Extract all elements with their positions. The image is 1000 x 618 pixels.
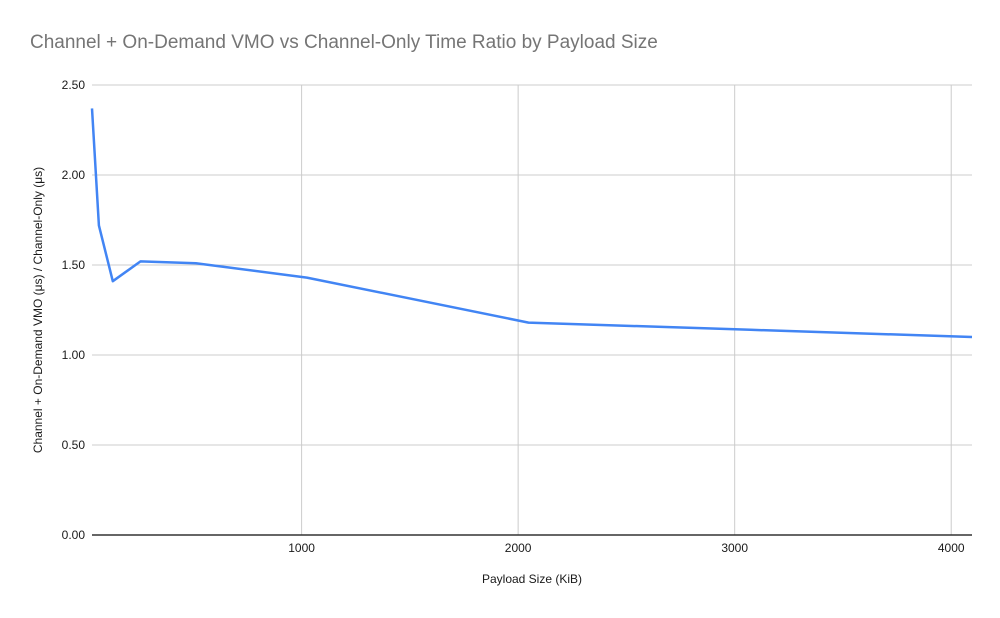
y-tick-label: 2.50 xyxy=(62,78,86,92)
chart-title: Channel + On-Demand VMO vs Channel-Only … xyxy=(30,32,658,53)
x-tick-label: 1000 xyxy=(288,541,315,555)
y-tick-label: 1.00 xyxy=(62,348,86,362)
y-axis-title: Channel + On-Demand VMO (μs) / Channel-O… xyxy=(31,166,45,454)
y-tick-label: 0.00 xyxy=(62,528,86,542)
data-line xyxy=(90,108,973,339)
x-tick-label: 2000 xyxy=(505,541,532,555)
y-tick-label: 2.00 xyxy=(62,168,86,182)
x-axis-title: Payload Size (KiB) xyxy=(481,572,583,586)
y-tick-label: 1.50 xyxy=(62,258,86,272)
y-tick-label: 0.50 xyxy=(62,438,86,452)
x-tick-label: 3000 xyxy=(721,541,748,555)
x-tick-label: 4000 xyxy=(938,541,965,555)
